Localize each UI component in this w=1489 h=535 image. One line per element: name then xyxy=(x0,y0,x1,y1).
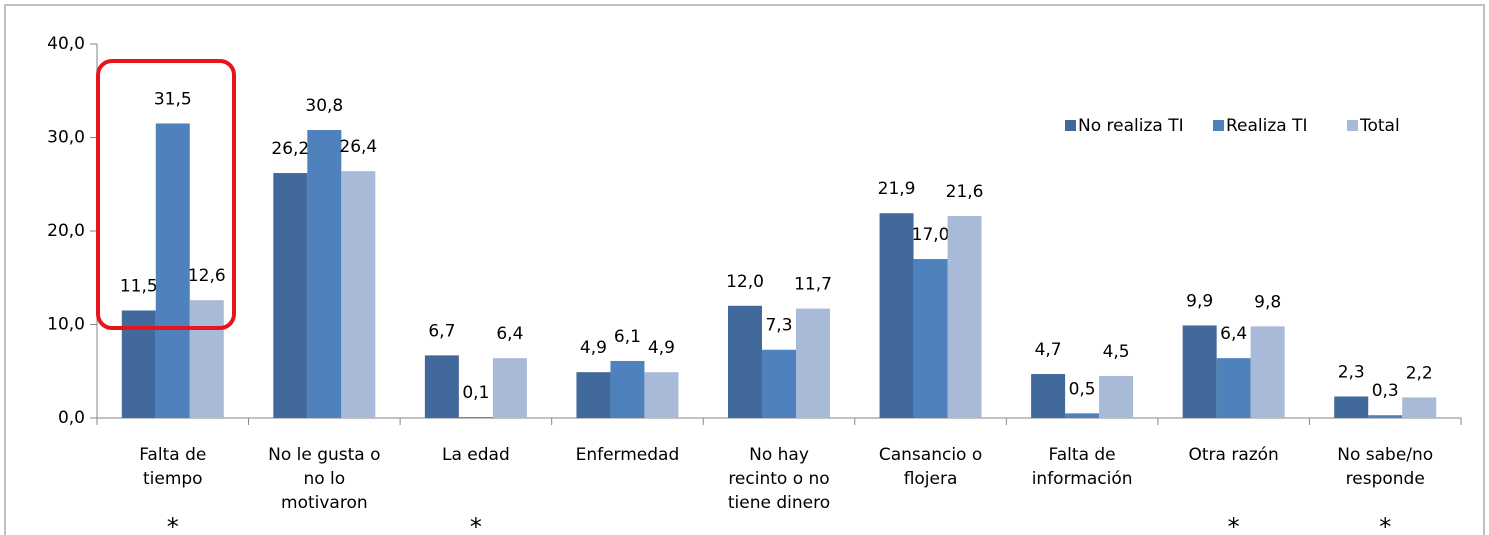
value-label: 6,4 xyxy=(496,324,523,344)
bar xyxy=(1216,358,1251,418)
legend-label: Total xyxy=(1359,116,1400,136)
legend-swatch xyxy=(1213,120,1224,131)
x-tick-label: responde xyxy=(1346,469,1425,489)
bar xyxy=(644,372,679,418)
bar xyxy=(273,173,308,418)
value-label: 12,0 xyxy=(726,272,764,292)
legend-swatch xyxy=(1347,120,1358,131)
value-label: 6,7 xyxy=(428,321,455,341)
x-tick-label: Enfermedad xyxy=(576,445,680,465)
value-label: 6,1 xyxy=(614,327,641,347)
value-label: 26,4 xyxy=(339,137,377,157)
x-tick-label: no lo xyxy=(303,469,345,489)
bar xyxy=(307,130,342,418)
bar xyxy=(424,355,459,418)
y-tick-label: 0,0 xyxy=(58,408,85,428)
bar xyxy=(492,358,527,418)
x-tick-label: No le gusta o xyxy=(268,445,380,465)
bar xyxy=(762,349,796,418)
bar xyxy=(189,300,224,418)
value-label: 4,7 xyxy=(1035,340,1062,360)
bar xyxy=(1099,375,1134,418)
value-label: 0,5 xyxy=(1069,379,1096,399)
bar xyxy=(1182,325,1217,418)
value-label: 11,7 xyxy=(794,275,832,295)
bar xyxy=(1031,374,1066,418)
bar xyxy=(1250,326,1285,418)
bar xyxy=(155,123,190,418)
bar xyxy=(1368,415,1403,418)
note: * xyxy=(167,513,179,535)
bar xyxy=(458,417,493,418)
note: * xyxy=(470,513,482,535)
legend-label: No realiza TI xyxy=(1078,116,1184,136)
value-label: 4,9 xyxy=(580,338,607,358)
bar xyxy=(341,171,376,418)
bar xyxy=(879,213,914,418)
bar xyxy=(947,216,982,418)
bar xyxy=(576,372,611,418)
value-label: 31,5 xyxy=(154,89,192,109)
y-tick-label: 30,0 xyxy=(47,128,85,148)
x-tick-label: motivaron xyxy=(281,493,368,513)
value-label: 17,0 xyxy=(912,225,950,245)
bar xyxy=(1334,396,1369,418)
x-tick-label: tiene dinero xyxy=(728,493,830,513)
value-label: 9,8 xyxy=(1254,292,1281,312)
bar xyxy=(1065,413,1100,418)
bar xyxy=(1402,397,1437,418)
x-tick-label: información xyxy=(1032,469,1133,489)
value-label: 12,6 xyxy=(188,266,226,286)
plot: 0,0 10,0 20,0 30,0 40,0 Falta de tiempo * 11,5 31… xyxy=(47,34,1462,535)
x-tick-label: flojera xyxy=(904,469,958,489)
value-label: 0,1 xyxy=(462,383,489,403)
note: * xyxy=(1228,513,1240,535)
value-label: 26,2 xyxy=(271,139,309,159)
legend-label: Realiza TI xyxy=(1226,116,1308,136)
x-tick-label: Falta de xyxy=(139,445,206,465)
value-label: 4,9 xyxy=(648,338,675,358)
value-label: 9,9 xyxy=(1186,291,1213,311)
bar xyxy=(796,308,830,418)
x-tick-label: recinto o no xyxy=(728,469,829,489)
y-tick-label: 20,0 xyxy=(47,221,85,241)
x-tick-label: Falta de xyxy=(1049,445,1116,465)
value-label: 4,5 xyxy=(1103,342,1130,362)
highlight xyxy=(96,59,236,330)
value-label: 7,3 xyxy=(765,316,792,336)
value-label: 21,6 xyxy=(946,182,984,202)
value-label: 21,9 xyxy=(878,179,916,199)
value-label: 0,3 xyxy=(1372,381,1399,401)
value-label: 6,4 xyxy=(1220,324,1247,344)
x-tick-label: Otra razón xyxy=(1188,445,1278,465)
value-label: 11,5 xyxy=(120,276,158,296)
y-tick-label: 10,0 xyxy=(47,315,85,335)
value-label: 30,8 xyxy=(305,96,343,116)
x-tick-label: La edad xyxy=(442,445,510,465)
y-tick-label: 40,0 xyxy=(47,34,85,54)
x-tick-label: tiempo xyxy=(143,469,203,489)
x-tick-label: No hay xyxy=(749,445,809,465)
note: * xyxy=(1379,513,1391,535)
frame xyxy=(4,4,1485,535)
bar xyxy=(913,259,948,418)
value-label: 2,3 xyxy=(1338,362,1365,382)
x-tick-label: Cansancio o xyxy=(879,445,982,465)
value-label: 2,2 xyxy=(1406,363,1433,383)
bar xyxy=(728,305,762,418)
bar xyxy=(610,360,645,418)
legend-swatch xyxy=(1065,120,1076,131)
x-tick-label: No sabe/no xyxy=(1337,445,1433,465)
